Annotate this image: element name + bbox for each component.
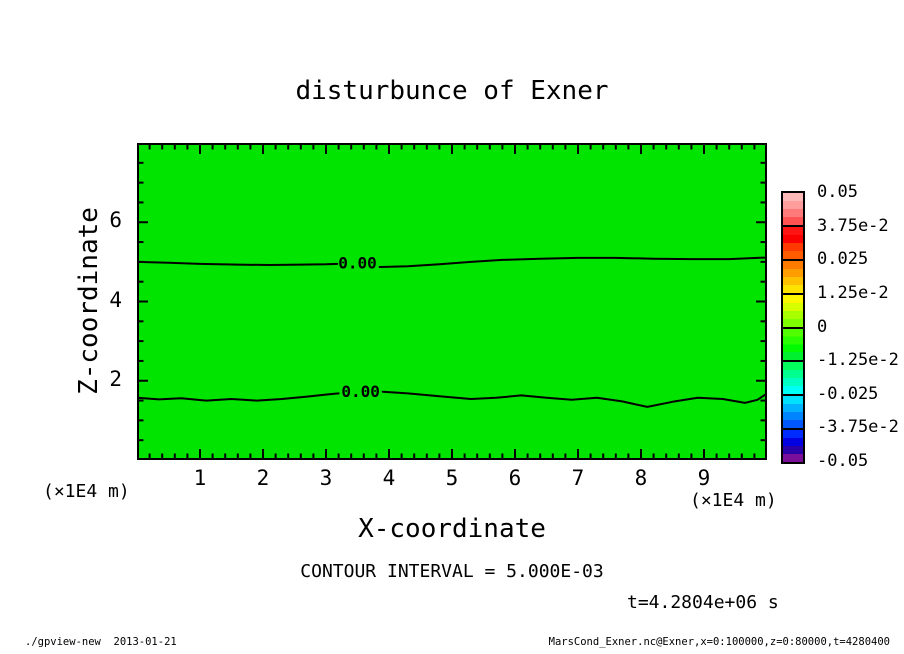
zero-contour-line: [378, 256, 767, 268]
zero-contour-line: [137, 260, 339, 266]
colorbar-segment: [783, 224, 803, 259]
plot-area: 0.00 0.00: [137, 143, 767, 460]
y-tick-label: 2: [109, 366, 122, 391]
colorbar-tick-label: -1.25e-2: [817, 350, 899, 371]
colorbar-segment: [783, 292, 803, 327]
zero-contour-line: [381, 390, 767, 408]
colorbar: [781, 191, 805, 464]
contour-value-label: 0.00: [341, 382, 380, 401]
colorbar-segment: [783, 394, 803, 429]
zero-contour-line: [137, 392, 340, 402]
time-annotation: t=4.2804e+06 s: [627, 592, 779, 613]
y-tick-label: 6: [109, 208, 122, 233]
colorbar-tick-label: 0: [817, 316, 828, 337]
y-axis-units-label: (×1E4 m): [43, 481, 130, 502]
x-tick-label: 2: [256, 466, 270, 490]
y-tick-label: 4: [109, 287, 122, 312]
x-tick-label: 4: [382, 466, 396, 490]
x-tick-label: 1: [193, 466, 207, 490]
x-tick-label: 8: [634, 466, 648, 490]
colorbar-segment: [783, 193, 803, 225]
colorbar-tick-label: -3.75e-2: [817, 417, 899, 438]
colorbar-segment: [783, 258, 803, 293]
colorbar-segment: [783, 360, 803, 395]
colorbar-tick-label: 0.025: [817, 249, 869, 270]
contour-plot-canvas: 0.00 0.00: [137, 143, 767, 460]
contour-value-label: 0.00: [338, 253, 377, 272]
footer-command-text: ./gpview-new 2013-01-21: [25, 636, 177, 648]
colorbar-tick-label: -0.05: [817, 451, 869, 471]
colorbar-segment: [783, 428, 803, 462]
colorbar-tick-label: 1.25e-2: [817, 282, 889, 303]
chart-title: disturbunce of Exner: [295, 76, 609, 106]
x-tick-label: 6: [508, 466, 522, 490]
x-axis-units-label: (×1E4 m): [690, 490, 777, 511]
colorbar-tick-label: -0.025: [817, 383, 879, 404]
x-axis-label: X-coordinate: [358, 514, 546, 544]
footer-datasource-text: MarsCond_Exner.nc@Exner,x=0:100000,z=0:8…: [548, 636, 890, 648]
x-tick-label: 5: [445, 466, 459, 490]
colorbar-tick-label: 3.75e-2: [817, 215, 889, 236]
contour-interval-label: CONTOUR INTERVAL = 5.000E-03: [300, 561, 604, 582]
x-tick-label: 7: [571, 466, 585, 490]
colorbar-segment: [783, 326, 803, 361]
x-tick-label: 9: [697, 466, 711, 490]
colorbar-tick-label: 0.05: [817, 182, 858, 202]
x-tick-label: 3: [319, 466, 333, 490]
